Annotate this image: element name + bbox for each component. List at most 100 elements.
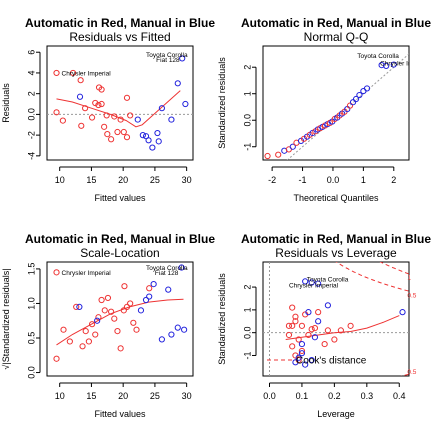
data-point-manual: [295, 354, 302, 361]
data-point-manual: [145, 137, 152, 144]
data-point-auto: [108, 136, 115, 143]
data-point-auto: [111, 113, 118, 120]
panel-subtitle: Residuals vs Leverage: [275, 246, 397, 260]
data-point-manual: [149, 144, 156, 151]
x-tick-label: 0.3: [361, 391, 374, 401]
data-point-auto: [111, 315, 118, 322]
data-point-auto: [101, 123, 108, 130]
point-label: Chrysler Imperial: [62, 70, 112, 77]
y-tick-label: 0.0: [242, 114, 252, 127]
data-point-auto: [146, 285, 153, 292]
data-point-auto: [285, 322, 293, 329]
y-tick-label: -1: [242, 143, 252, 151]
data-point-auto: [315, 309, 322, 316]
point-label: Toyota Corolla: [357, 53, 399, 60]
data-point-manual: [346, 102, 354, 109]
data-point-manual: [298, 340, 306, 348]
panel-subtitle: Normal Q-Q: [304, 30, 369, 44]
y-axis-label: Standardized residuals: [217, 57, 227, 149]
x-axis-label: Leverage: [317, 409, 355, 419]
data-point-auto: [104, 294, 112, 302]
data-point-manual: [324, 302, 331, 309]
y-axis: -1 0.0 1 2: [242, 285, 257, 359]
data-point-auto: [53, 355, 60, 362]
data-point-auto: [69, 69, 77, 77]
data-point-manual: [315, 318, 322, 325]
panel-subtitle: Residuals vs Fitted: [69, 30, 170, 44]
x-tick-label: 20: [118, 175, 128, 185]
data-point-auto: [121, 283, 128, 290]
data-point-auto: [108, 308, 115, 315]
data-point-auto: [292, 318, 299, 325]
annotated-point: [53, 269, 60, 276]
plot-frame: [262, 45, 410, 161]
data-point-auto: [114, 128, 121, 136]
x-axis-label: Fitted values: [94, 409, 146, 419]
x-tick-label: -2: [268, 175, 276, 185]
data-point-manual: [154, 129, 161, 137]
data-point-auto: [311, 325, 319, 332]
x-tick-label: 25: [150, 175, 160, 185]
data-point-auto: [321, 340, 328, 348]
x-axis: -2 -1 0.0 1 2: [268, 166, 396, 185]
data-point-auto: [77, 77, 84, 84]
data-point-manual: [390, 61, 397, 68]
data-point-auto: [103, 112, 110, 119]
data-point-manual: [165, 286, 172, 293]
plot-frame: [46, 45, 194, 161]
x-tick-label: 20: [118, 391, 128, 401]
data-point-manual: [76, 93, 84, 100]
y-tick-label: 2: [26, 91, 36, 96]
x-tick-label: 0.0: [327, 175, 340, 185]
point-label: Toyota Corolla: [146, 52, 188, 59]
y-axis: -4 -2 0.0 2 4 6: [26, 50, 41, 160]
panel-subtitle: Scale-Location: [80, 246, 159, 260]
data-point-manual: [360, 87, 367, 95]
data-point-auto: [347, 322, 354, 329]
data-point-auto: [117, 116, 124, 123]
y-tick-label: -2: [26, 131, 36, 139]
y-tick-label: 2: [242, 285, 252, 290]
panel-title: Automatic in Red, Manual in Blue: [241, 16, 431, 30]
data-point-manual: [94, 317, 101, 324]
data-point-auto: [123, 303, 131, 311]
y-axis: 0.0 0.5 1.0 1.5: [26, 263, 41, 379]
data-point-auto: [98, 100, 105, 108]
data-point-manual: [363, 85, 371, 92]
data-point-manual: [178, 264, 185, 271]
data-point-auto: [53, 109, 60, 116]
data-point-auto: [331, 336, 338, 343]
y-tick-label: 0.0: [26, 108, 36, 121]
point-label: Toyota Corolla: [307, 277, 349, 284]
y-tick-label: 6: [26, 50, 36, 55]
data-point-auto: [130, 319, 137, 326]
data-point-auto: [78, 122, 85, 129]
data-point-auto: [60, 326, 67, 333]
data-point-auto: [289, 343, 296, 350]
x-tick-label: 15: [86, 391, 96, 401]
data-point-manual: [158, 105, 165, 112]
point-label: 0.5: [407, 293, 416, 300]
data-point-manual: [378, 61, 385, 69]
data-point-auto: [104, 130, 111, 138]
data-point-auto: [127, 300, 134, 307]
point-label: Fiat 128: [156, 57, 180, 64]
data-point-manual: [182, 100, 189, 108]
data-point-manual: [308, 356, 315, 364]
point-label: Chrysler Imperial: [62, 270, 112, 277]
x-axis: 0.0 0.1 0.2 0.3 0.4: [263, 382, 406, 401]
data-point-auto: [117, 345, 124, 352]
data-point-manual: [179, 55, 186, 62]
data-point-auto: [88, 321, 96, 328]
data-point-auto: [101, 307, 108, 314]
data-point-auto: [59, 117, 66, 124]
data-point-auto: [133, 326, 140, 333]
panel-title: Automatic in Red, Manual in Blue: [25, 232, 215, 246]
data-point-auto: [95, 314, 102, 321]
data-point-auto: [81, 105, 89, 112]
cooks-distance-contour: [335, 262, 409, 292]
y-tick-label: 0.0: [26, 366, 36, 379]
data-point-auto: [289, 304, 296, 311]
y-tick-label: 1.5: [26, 263, 36, 276]
